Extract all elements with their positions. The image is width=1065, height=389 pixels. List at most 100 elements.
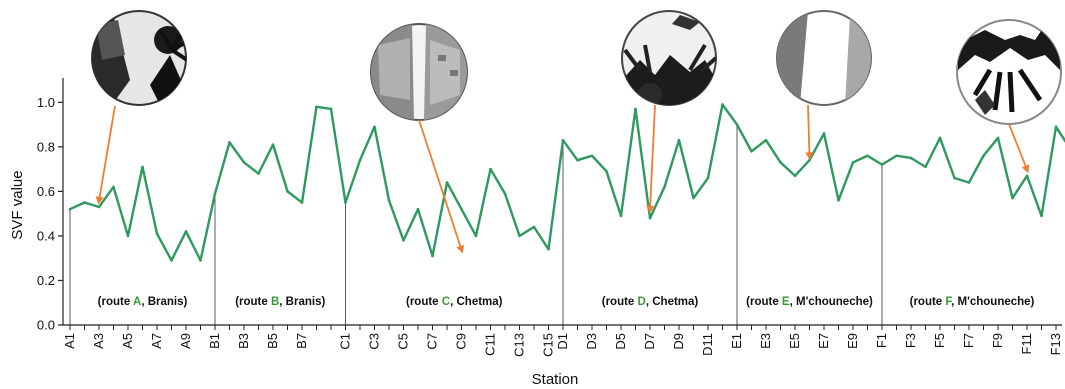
- x-tick-label: B7: [294, 333, 309, 349]
- photo-arrows: [95, 104, 1030, 254]
- x-tick-label: A5: [120, 333, 135, 349]
- route-labels: (route A, Branis) (route B, Branis) (route…: [98, 296, 1035, 308]
- x-tick-label: F11: [1019, 333, 1034, 354]
- x-tick-label: A3: [91, 333, 106, 349]
- x-tick-label: E5: [787, 333, 802, 349]
- x-tick-label: E7: [816, 333, 831, 349]
- data-point: [445, 181, 449, 184]
- route-label: (route A, Branis): [98, 296, 188, 308]
- data-point: [242, 161, 246, 164]
- x-tick-label: B5: [265, 333, 280, 349]
- data-point: [677, 138, 681, 142]
- y-axis-title: SVF value: [9, 170, 26, 239]
- x-tick-label: C13: [512, 333, 527, 357]
- data-point: [706, 176, 710, 180]
- data-point: [170, 259, 173, 262]
- x-tick-label: E1: [729, 333, 744, 349]
- data-point: [387, 198, 391, 202]
- x-tick-label: D1: [555, 333, 570, 350]
- data-point: [837, 198, 840, 202]
- data-point: [634, 107, 637, 111]
- data-point: [489, 167, 492, 171]
- fisheye-photo-f: [956, 19, 1062, 125]
- y-tick-label: 0.2: [37, 273, 55, 288]
- data-point: [83, 201, 86, 204]
- svf-series-line: [69, 103, 1065, 262]
- data-point: [155, 232, 159, 235]
- route-label: (route F, M'chouneche): [910, 296, 1035, 308]
- route-dividers: [69, 124, 883, 325]
- data-point: [460, 207, 463, 211]
- data-point: [1054, 125, 1058, 129]
- x-tick-label: F1: [874, 333, 889, 348]
- x-tick-label: F3: [903, 333, 918, 348]
- y-tick-label: 0.8: [37, 139, 55, 154]
- data-point: [503, 192, 507, 195]
- x-tick-label: F7: [961, 333, 976, 348]
- svf-data-points: [68, 103, 1058, 262]
- data-point: [619, 214, 623, 218]
- x-tick-label: B3: [236, 333, 251, 349]
- x-tick-label: D7: [642, 333, 657, 350]
- data-point: [895, 154, 898, 158]
- data-point: [68, 207, 72, 211]
- data-point: [1011, 196, 1014, 200]
- data-point: [228, 141, 231, 144]
- data-point: [315, 105, 318, 109]
- fisheye-photo-c: [370, 23, 468, 121]
- photo-arrow: [805, 104, 814, 161]
- x-axis-ticks: A1 A3 A5 A7 A9 B1 B3 B5 B7 C1 C3 C5 C7 C9 C11 C13 C15 D1 D…: [62, 325, 1063, 357]
- data-point: [561, 138, 565, 142]
- data-point: [982, 154, 985, 158]
- data-point: [141, 165, 144, 169]
- fisheye-photo-d: [621, 10, 717, 106]
- data-point: [431, 254, 434, 258]
- data-point: [779, 161, 782, 164]
- data-point: [213, 192, 217, 195]
- data-point: [97, 205, 101, 209]
- x-tick-label: D5: [613, 333, 628, 350]
- data-point: [286, 190, 289, 193]
- data-point: [851, 161, 855, 164]
- data-point: [184, 230, 188, 233]
- data-point: [953, 176, 956, 180]
- route-label: (route D, Chetma): [602, 296, 699, 308]
- data-point: [416, 207, 420, 211]
- x-tick-label: C11: [483, 333, 498, 356]
- data-point: [996, 136, 1000, 140]
- x-tick-label: A7: [149, 333, 164, 349]
- x-tick-label: A9: [178, 333, 193, 349]
- data-point: [271, 143, 275, 146]
- data-point: [344, 201, 347, 204]
- data-point: [576, 158, 579, 162]
- x-tick-label: C5: [396, 333, 411, 350]
- data-point: [1025, 174, 1029, 178]
- data-point: [126, 234, 130, 238]
- data-point: [518, 234, 521, 238]
- data-point: [663, 185, 666, 189]
- y-tick-label: 1.0: [37, 95, 55, 110]
- data-point: [793, 174, 797, 178]
- data-point: [329, 107, 333, 111]
- data-point: [474, 234, 478, 238]
- fisheye-photo-e: [776, 10, 872, 106]
- photo-arrow: [646, 104, 656, 214]
- x-axis-title: Station: [532, 371, 579, 388]
- y-tick-label: 0.6: [37, 184, 55, 199]
- data-point: [880, 163, 884, 166]
- x-tick-label: D11: [700, 333, 715, 356]
- route-label: (route C, Chetma): [406, 296, 503, 308]
- x-tick-label: E3: [758, 333, 773, 349]
- data-point: [967, 181, 971, 184]
- y-tick-label: 0.4: [37, 228, 55, 243]
- x-tick-label: D9: [671, 333, 686, 350]
- x-tick-label: C1: [338, 333, 353, 350]
- data-point: [721, 103, 724, 106]
- data-point: [764, 138, 768, 142]
- photo-arrow: [1008, 123, 1030, 174]
- data-point: [199, 259, 202, 262]
- data-point: [300, 201, 304, 204]
- data-point: [373, 125, 376, 129]
- x-tick-label: C15: [541, 333, 556, 357]
